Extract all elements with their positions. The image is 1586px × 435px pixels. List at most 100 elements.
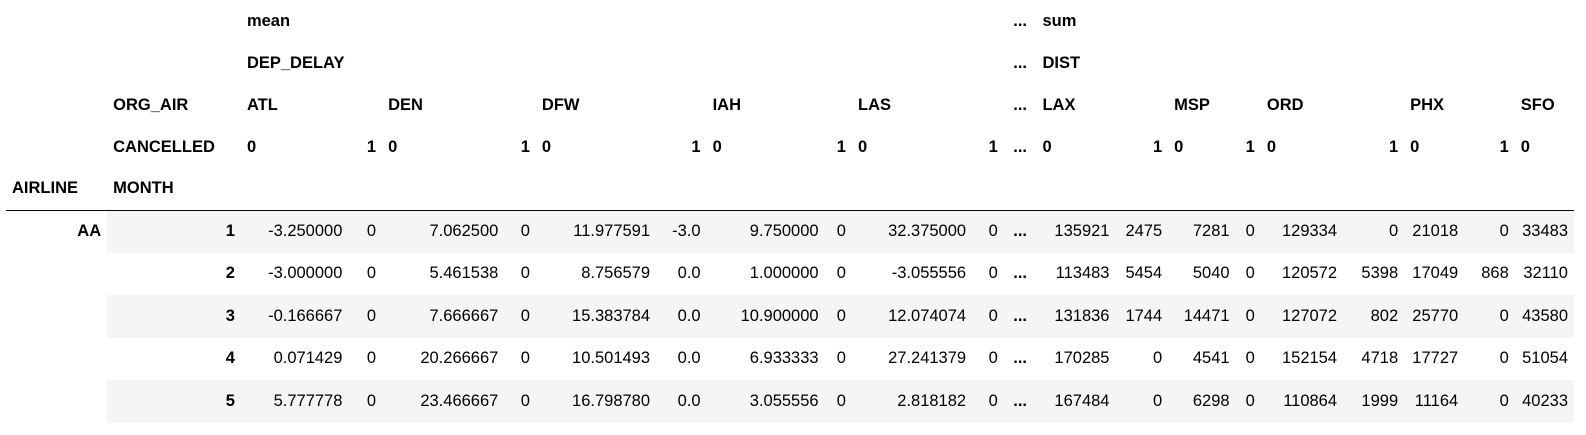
table-cell: 6.933333 <box>749 349 819 368</box>
index-name-airline: AIRLINE <box>12 179 78 198</box>
table-cell: 10.900000 <box>706 295 825 338</box>
month-index: 5 <box>107 380 241 423</box>
table-cell: 17049 <box>1412 264 1459 283</box>
table-cell: 0 <box>1245 264 1255 283</box>
table-cell: 8.756579 <box>581 264 651 283</box>
table-cell: 170285 <box>1054 349 1110 368</box>
cancelled-value: 1 <box>366 137 377 156</box>
dataframe-table: mean ... sum DEP_DELAY ... DIST ORG_AIR … <box>6 0 1574 423</box>
table-cell: 0.0 <box>677 264 701 283</box>
cancelled-value: 1 <box>836 137 846 156</box>
table-cell: -3.055556 <box>891 264 967 283</box>
table-cell: 16.798780 <box>535 380 657 423</box>
table-cell: 0 <box>1499 349 1509 368</box>
table-cell: 0 <box>836 349 846 368</box>
header-ellipsis: ... <box>1013 95 1028 114</box>
table-cell: 20.266667 <box>420 349 499 368</box>
header-row-org-air: ORG_AIR ATL DEN DFW IAH LAS ... LAX MSP … <box>6 84 1574 126</box>
table-cell: 0 <box>988 264 998 283</box>
table-cell: 25770 <box>1404 295 1465 338</box>
table-cell: 1999 <box>1343 380 1405 423</box>
table-cell: 1744 <box>1115 295 1169 338</box>
header-ellipsis: ... <box>1013 137 1028 156</box>
table-cell: 0 <box>988 349 998 368</box>
table-cell: 0 <box>1245 349 1255 368</box>
table-cell: 0.0 <box>656 380 707 423</box>
airport-header: LAS <box>857 95 891 114</box>
table-cell: 0 <box>348 209 383 253</box>
table-cell: 5454 <box>1125 264 1163 283</box>
table-cell: 10.501493 <box>572 349 651 368</box>
ellipsis-cell: ... <box>1003 380 1037 423</box>
airport-header: SFO <box>1520 95 1555 114</box>
header-spacer <box>107 0 241 42</box>
table-cell: 0 <box>1343 209 1405 253</box>
airport-header: ATL <box>246 95 278 114</box>
table-cell: 120572 <box>1281 264 1338 283</box>
table-cell: 110864 <box>1260 380 1344 423</box>
header-spacer <box>6 0 107 42</box>
table-cell: 0 <box>504 209 536 253</box>
table-cell: 11164 <box>1404 380 1465 423</box>
cancelled-value: 1 <box>1388 137 1399 156</box>
table-cell: 32110 <box>1523 264 1568 283</box>
cancelled-value: 0 <box>1174 137 1184 156</box>
table-row: 4 0.071429 0 20.266667 0 10.501493 0.0 6.933333… <box>6 338 1574 381</box>
cancelled-value: 0 <box>1520 137 1530 156</box>
table-cell: 7.062500 <box>382 209 505 253</box>
table-row: AA 1 -3.250000 0 7.062500 0 11.977591 -3.0 9.750… <box>6 209 1574 423</box>
table-cell: 127072 <box>1260 295 1344 338</box>
table-cell: 0 <box>1235 380 1261 423</box>
cancelled-value: 1 <box>520 137 530 156</box>
table-cell: 0.071429 <box>273 349 343 368</box>
table-cell: 802 <box>1343 295 1405 338</box>
table-cell: 23.466667 <box>382 380 505 423</box>
airport-header: ORD <box>1266 95 1304 114</box>
table-cell: 5.461538 <box>429 264 499 283</box>
table-cell: 6298 <box>1168 380 1236 423</box>
table-cell: 0 <box>348 380 383 423</box>
table-row: 2 -3.000000 0 5.461538 0 8.756579 0.0 1.000000 0… <box>6 253 1574 296</box>
table-cell: 2.818182 <box>851 380 973 423</box>
table-cell: 4718 <box>1361 349 1399 368</box>
table-cell: 0 <box>972 295 1004 338</box>
header-ellipsis: ... <box>1013 53 1028 72</box>
table-cell: 1.000000 <box>749 264 819 283</box>
header-sum: sum <box>1042 11 1077 30</box>
table-cell: 0 <box>1235 295 1261 338</box>
cancelled-value: 1 <box>1245 137 1255 156</box>
month-index: 2 <box>225 264 235 283</box>
table-cell: 4541 <box>1192 349 1230 368</box>
table-body: AA 1 -3.250000 0 7.062500 0 11.977591 -3.0 9.750… <box>6 209 1574 423</box>
table-cell: 14471 <box>1168 295 1236 338</box>
month-index: 3 <box>107 295 241 338</box>
table-cell: 5398 <box>1361 264 1399 283</box>
table-cell: 0 <box>824 295 852 338</box>
table-cell: 11.977591 <box>535 209 657 253</box>
cancelled-value: 0 <box>712 137 722 156</box>
table-cell: 12.074074 <box>851 295 973 338</box>
table-cell: 0 <box>504 295 536 338</box>
header-spacer <box>107 42 241 84</box>
table-row: 5 5.777778 0 23.466667 0 16.798780 0.0 3.055556… <box>6 380 1574 423</box>
airport-header: DEN <box>388 95 423 114</box>
table-cell: 167484 <box>1036 380 1116 423</box>
table-cell: -3.250000 <box>240 209 349 253</box>
table-cell: 0 <box>972 209 1004 253</box>
table-cell: 7.666667 <box>382 295 505 338</box>
table-cell: -0.166667 <box>240 295 349 338</box>
table-cell: 33483 <box>1514 209 1574 253</box>
table-cell: 0 <box>836 264 846 283</box>
ellipsis-cell: ... <box>1013 264 1028 283</box>
org-air-label: ORG_AIR <box>113 95 189 114</box>
header-spacer <box>6 84 107 126</box>
table-cell: 5040 <box>1192 264 1230 283</box>
table-cell: -3.0 <box>656 209 707 253</box>
header-spacer <box>6 126 107 168</box>
ellipsis-cell: ... <box>1003 295 1037 338</box>
cancelled-value: 1 <box>1499 137 1509 156</box>
table-cell: 0 <box>824 380 852 423</box>
table-cell: 0 <box>1464 209 1515 253</box>
table-cell: 2475 <box>1115 209 1169 253</box>
table-cell: 27.241379 <box>888 349 967 368</box>
